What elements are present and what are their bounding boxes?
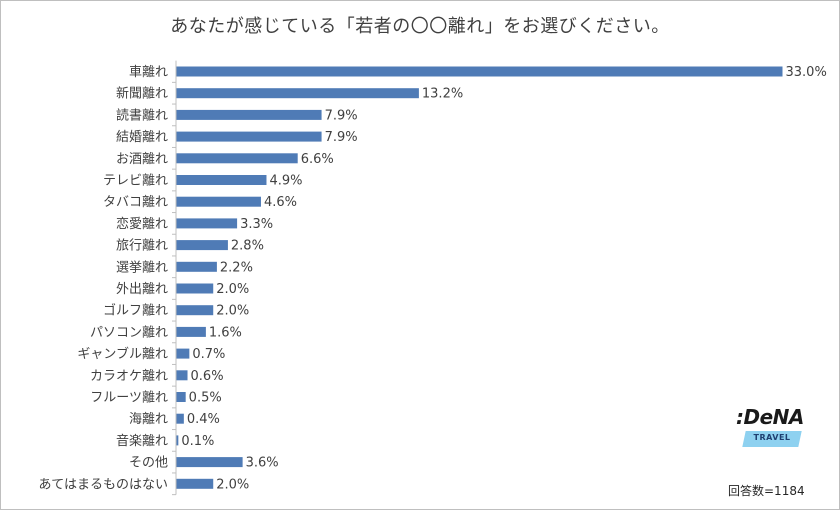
value-label: 2.0% [216, 282, 249, 297]
value-label: 13.2% [422, 87, 463, 102]
bar-5 [176, 153, 298, 164]
bar-17 [176, 413, 184, 424]
value-label: 7.9% [325, 108, 358, 123]
chart-title: あなたが感じている「若者の〇〇離れ」をお選びください。 [170, 16, 670, 37]
bar-9 [176, 240, 228, 251]
bar-8 [176, 218, 238, 229]
value-label: 0.5% [189, 391, 222, 406]
bar-19 [176, 457, 243, 468]
value-label: 33.0% [786, 65, 827, 80]
category-labels: 車離れ新聞離れ読書離れ結婚離れお酒離れテレビ離れタバコ離れ恋愛離れ旅行離れ選挙離… [39, 65, 168, 492]
value-label: 3.6% [246, 456, 279, 471]
category-label: お酒離れ [116, 152, 168, 167]
category-label: あてはまるものはない [39, 477, 168, 492]
value-label: 0.1% [181, 434, 214, 449]
value-label: 0.7% [192, 347, 225, 362]
bar-6 [176, 175, 267, 185]
category-label: 外出離れ [116, 282, 168, 297]
value-label: 0.4% [187, 412, 220, 427]
value-label: 0.6% [191, 369, 224, 384]
value-label: 3.3% [240, 217, 273, 232]
bar-3 [176, 109, 322, 120]
category-label: 新聞離れ [116, 86, 168, 102]
category-label: 恋愛離れ [116, 216, 168, 232]
value-label: 2.0% [216, 304, 249, 319]
category-label: ゴルフ離れ [103, 303, 168, 319]
category-label: テレビ離れ [103, 174, 168, 189]
bar-12 [176, 305, 214, 316]
category-label: ギャンブル離れ [77, 346, 168, 362]
category-label: 車離れ [129, 65, 168, 80]
value-label: 2.2% [220, 260, 253, 275]
bar-2 [176, 88, 419, 99]
logo-subtext: TRAVEL [753, 433, 791, 442]
bar-20 [176, 478, 214, 489]
category-label: カラオケ離れ [90, 369, 168, 384]
category-label: その他 [129, 456, 168, 471]
bar-13 [176, 326, 206, 337]
bar-15 [176, 370, 188, 381]
category-label: 旅行離れ [116, 239, 168, 254]
category-label: 選挙離れ [116, 260, 168, 275]
dena-travel-logo: :DeNA TRAVEL [736, 405, 806, 455]
value-label: 6.6% [301, 152, 334, 167]
bar-layer [176, 66, 783, 489]
value-label: 4.9% [269, 174, 302, 189]
category-label: フルーツ離れ [90, 391, 168, 406]
bar-18 [176, 435, 179, 446]
value-labels: 33.0% 13.2% 7.9% 7.9% 6.6% 4.9% 4.6% 3.3% 2.8% 2.… [181, 65, 826, 492]
category-label: 海離れ [129, 412, 168, 427]
bar-16 [176, 392, 186, 402]
axis-layer [172, 60, 177, 496]
bar-7 [176, 196, 261, 207]
logo-wordmark: :DeNA [736, 405, 804, 429]
bar-1 [176, 66, 783, 77]
response-count: 回答数=1184 [728, 484, 805, 498]
bar-10 [176, 261, 217, 272]
bar-4 [176, 131, 322, 142]
value-label: 2.8% [231, 239, 264, 254]
bar-14 [176, 348, 190, 359]
category-label: 結婚離れ [116, 130, 168, 145]
value-label: 4.6% [264, 195, 297, 210]
value-label: 7.9% [325, 130, 358, 145]
value-label: 2.0% [216, 477, 249, 492]
category-label: パソコン離れ [90, 325, 168, 340]
category-label: 音楽離れ [116, 433, 168, 449]
category-label: タバコ離れ [103, 195, 168, 210]
value-label: 1.6% [209, 325, 242, 340]
bar-11 [176, 283, 214, 294]
category-label: 読書離れ [116, 107, 168, 123]
